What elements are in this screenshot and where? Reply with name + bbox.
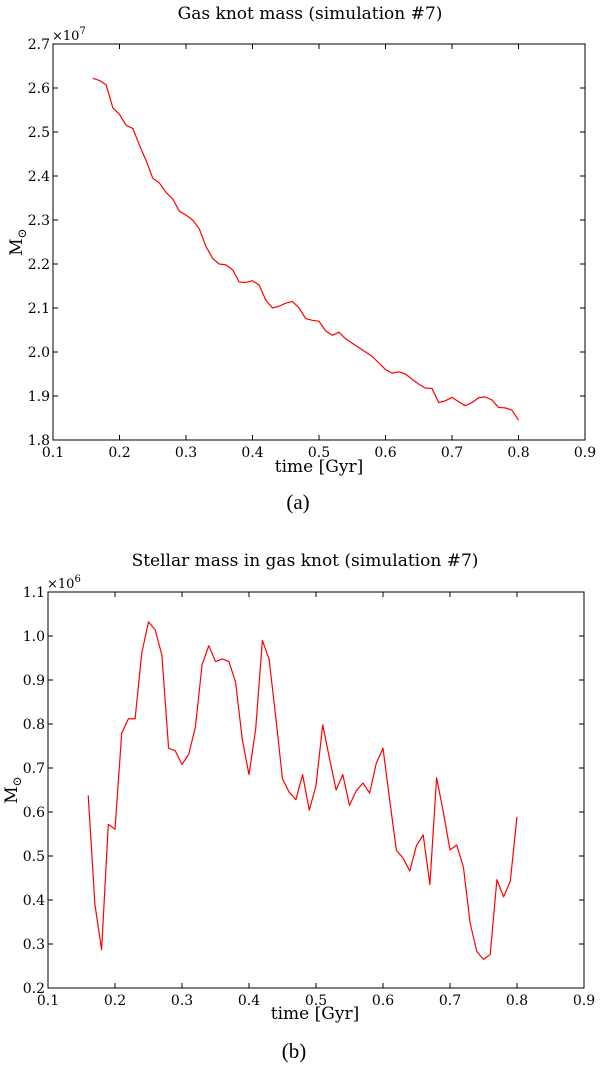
chart-a-x-tick-label-0: 0.1 bbox=[42, 445, 64, 461]
chart-a: Gas knot mass (simulation #7) 0.1 0.2 0.3 0… bbox=[7, 4, 596, 514]
chart-a-y-axis-label-sub: ⊙ bbox=[15, 228, 29, 238]
chart-a-x-tick-label-3: 0.4 bbox=[241, 445, 263, 461]
chart-b-x-tick-label-4: 0.5 bbox=[305, 993, 327, 1009]
chart-a-x-axis-label: time [Gyr] bbox=[275, 457, 363, 477]
chart-b-x-tick-labels: 0.1 0.2 0.3 0.4 0.5 0.6 0.7 0.8 0.9 bbox=[37, 993, 595, 1009]
chart-b-y-axis-label-sub: ⊙ bbox=[10, 776, 24, 786]
chart-b-plot-frame bbox=[47, 591, 585, 989]
chart-b-y-tick-label-4: 0.6 bbox=[23, 805, 45, 821]
chart-b-y-multiplier-base: ×10 bbox=[47, 577, 74, 592]
chart-a-y-axis-label-main: M bbox=[7, 238, 27, 255]
chart-a-x-tick-label-4: 0.5 bbox=[308, 445, 330, 461]
chart-b-y-tick-label-2: 0.4 bbox=[23, 893, 45, 909]
chart-a-x-tick-label-2: 0.3 bbox=[175, 445, 197, 461]
chart-b-y-multiplier-exponent: 6 bbox=[74, 574, 80, 585]
chart-a-y-tick-label-2: 2.0 bbox=[28, 345, 50, 361]
chart-b-y-tick-label-6: 0.8 bbox=[23, 717, 45, 733]
chart-a-x-tick-label-1: 0.2 bbox=[108, 445, 130, 461]
chart-a-x-tick-labels: 0.1 0.2 0.3 0.4 0.5 0.6 0.7 0.8 0.9 bbox=[42, 445, 596, 461]
chart-b-y-tick-label-5: 0.7 bbox=[23, 761, 45, 777]
chart-b-y-axis-label: M⊙ bbox=[2, 776, 24, 803]
chart-a-y-multiplier-base: ×10 bbox=[52, 29, 79, 44]
chart-a-y-axis-label: M⊙ bbox=[7, 228, 29, 255]
chart-b-x-tick-label-8: 0.9 bbox=[573, 993, 595, 1009]
chart-b-y-axis-label-main: M bbox=[2, 786, 22, 803]
chart-a-x-tick-label-8: 0.9 bbox=[574, 445, 596, 461]
chart-b-y-tick-label-8: 1.0 bbox=[23, 629, 45, 645]
chart-b-x-tick-label-0: 0.1 bbox=[37, 993, 59, 1009]
chart-b-y-tick-label-7: 0.9 bbox=[23, 673, 45, 689]
chart-a-plot-frame bbox=[52, 43, 586, 441]
chart-a-y-tick-label-5: 2.3 bbox=[28, 213, 50, 229]
chart-b-y-tick-label-0: 0.2 bbox=[23, 981, 45, 997]
chart-a-series bbox=[92, 77, 520, 421]
chart-a-ticks bbox=[52, 43, 586, 441]
chart-b-y-tick-labels: 0.2 0.3 0.4 0.5 0.6 0.7 0.8 0.9 1.0 1.1 bbox=[23, 585, 45, 997]
chart-a-y-multiplier-exponent: 7 bbox=[79, 26, 85, 37]
chart-a-x-tick-label-7: 0.8 bbox=[507, 445, 529, 461]
chart-b-ticks bbox=[47, 591, 585, 989]
chart-b-y-multiplier: ×106 bbox=[47, 574, 81, 592]
chart-a-y-tick-label-1: 1.9 bbox=[28, 389, 50, 405]
chart-a-y-multiplier: ×107 bbox=[52, 26, 86, 44]
chart-b-title: Stellar mass in gas knot (simulation #7) bbox=[132, 551, 479, 571]
chart-a-caption: (a) bbox=[286, 490, 309, 514]
chart-a-y-tick-label-3: 2.1 bbox=[28, 301, 50, 317]
chart-b-x-tick-label-2: 0.3 bbox=[171, 993, 193, 1009]
chart-a-y-tick-label-9: 2.7 bbox=[28, 37, 50, 53]
chart-a-series-line-0 bbox=[92, 77, 520, 421]
chart-a-x-tick-label-5: 0.6 bbox=[374, 445, 396, 461]
chart-b-x-axis-label: time [Gyr] bbox=[271, 1004, 359, 1024]
chart-b-x-tick-label-7: 0.8 bbox=[506, 993, 528, 1009]
chart-a-y-tick-label-0: 1.8 bbox=[28, 433, 50, 449]
chart-b-x-tick-label-5: 0.6 bbox=[372, 993, 394, 1009]
chart-b: Stellar mass in gas knot (simulation #7)… bbox=[2, 551, 595, 1063]
chart-b-y-tick-label-3: 0.5 bbox=[23, 849, 45, 865]
chart-b-y-tick-label-9: 1.1 bbox=[23, 585, 45, 601]
chart-a-y-tick-label-7: 2.5 bbox=[28, 125, 50, 141]
chart-a-y-tick-label-8: 2.6 bbox=[28, 81, 50, 97]
chart-b-x-tick-label-3: 0.4 bbox=[238, 993, 260, 1009]
chart-b-x-tick-label-1: 0.2 bbox=[104, 993, 126, 1009]
chart-a-y-tick-label-6: 2.4 bbox=[28, 169, 50, 185]
chart-b-series-line-0 bbox=[87, 621, 518, 961]
chart-b-series bbox=[87, 621, 518, 961]
chart-b-x-tick-label-6: 0.7 bbox=[439, 993, 461, 1009]
chart-a-y-tick-labels: 1.8 1.9 2.0 2.1 2.2 2.3 2.4 2.5 2.6 2.7 bbox=[28, 37, 50, 449]
chart-b-y-tick-label-1: 0.3 bbox=[23, 937, 45, 953]
chart-a-y-tick-label-4: 2.2 bbox=[28, 257, 50, 273]
chart-a-x-tick-label-6: 0.7 bbox=[441, 445, 463, 461]
chart-b-caption: (b) bbox=[282, 1039, 307, 1063]
chart-a-title: Gas knot mass (simulation #7) bbox=[178, 4, 443, 24]
